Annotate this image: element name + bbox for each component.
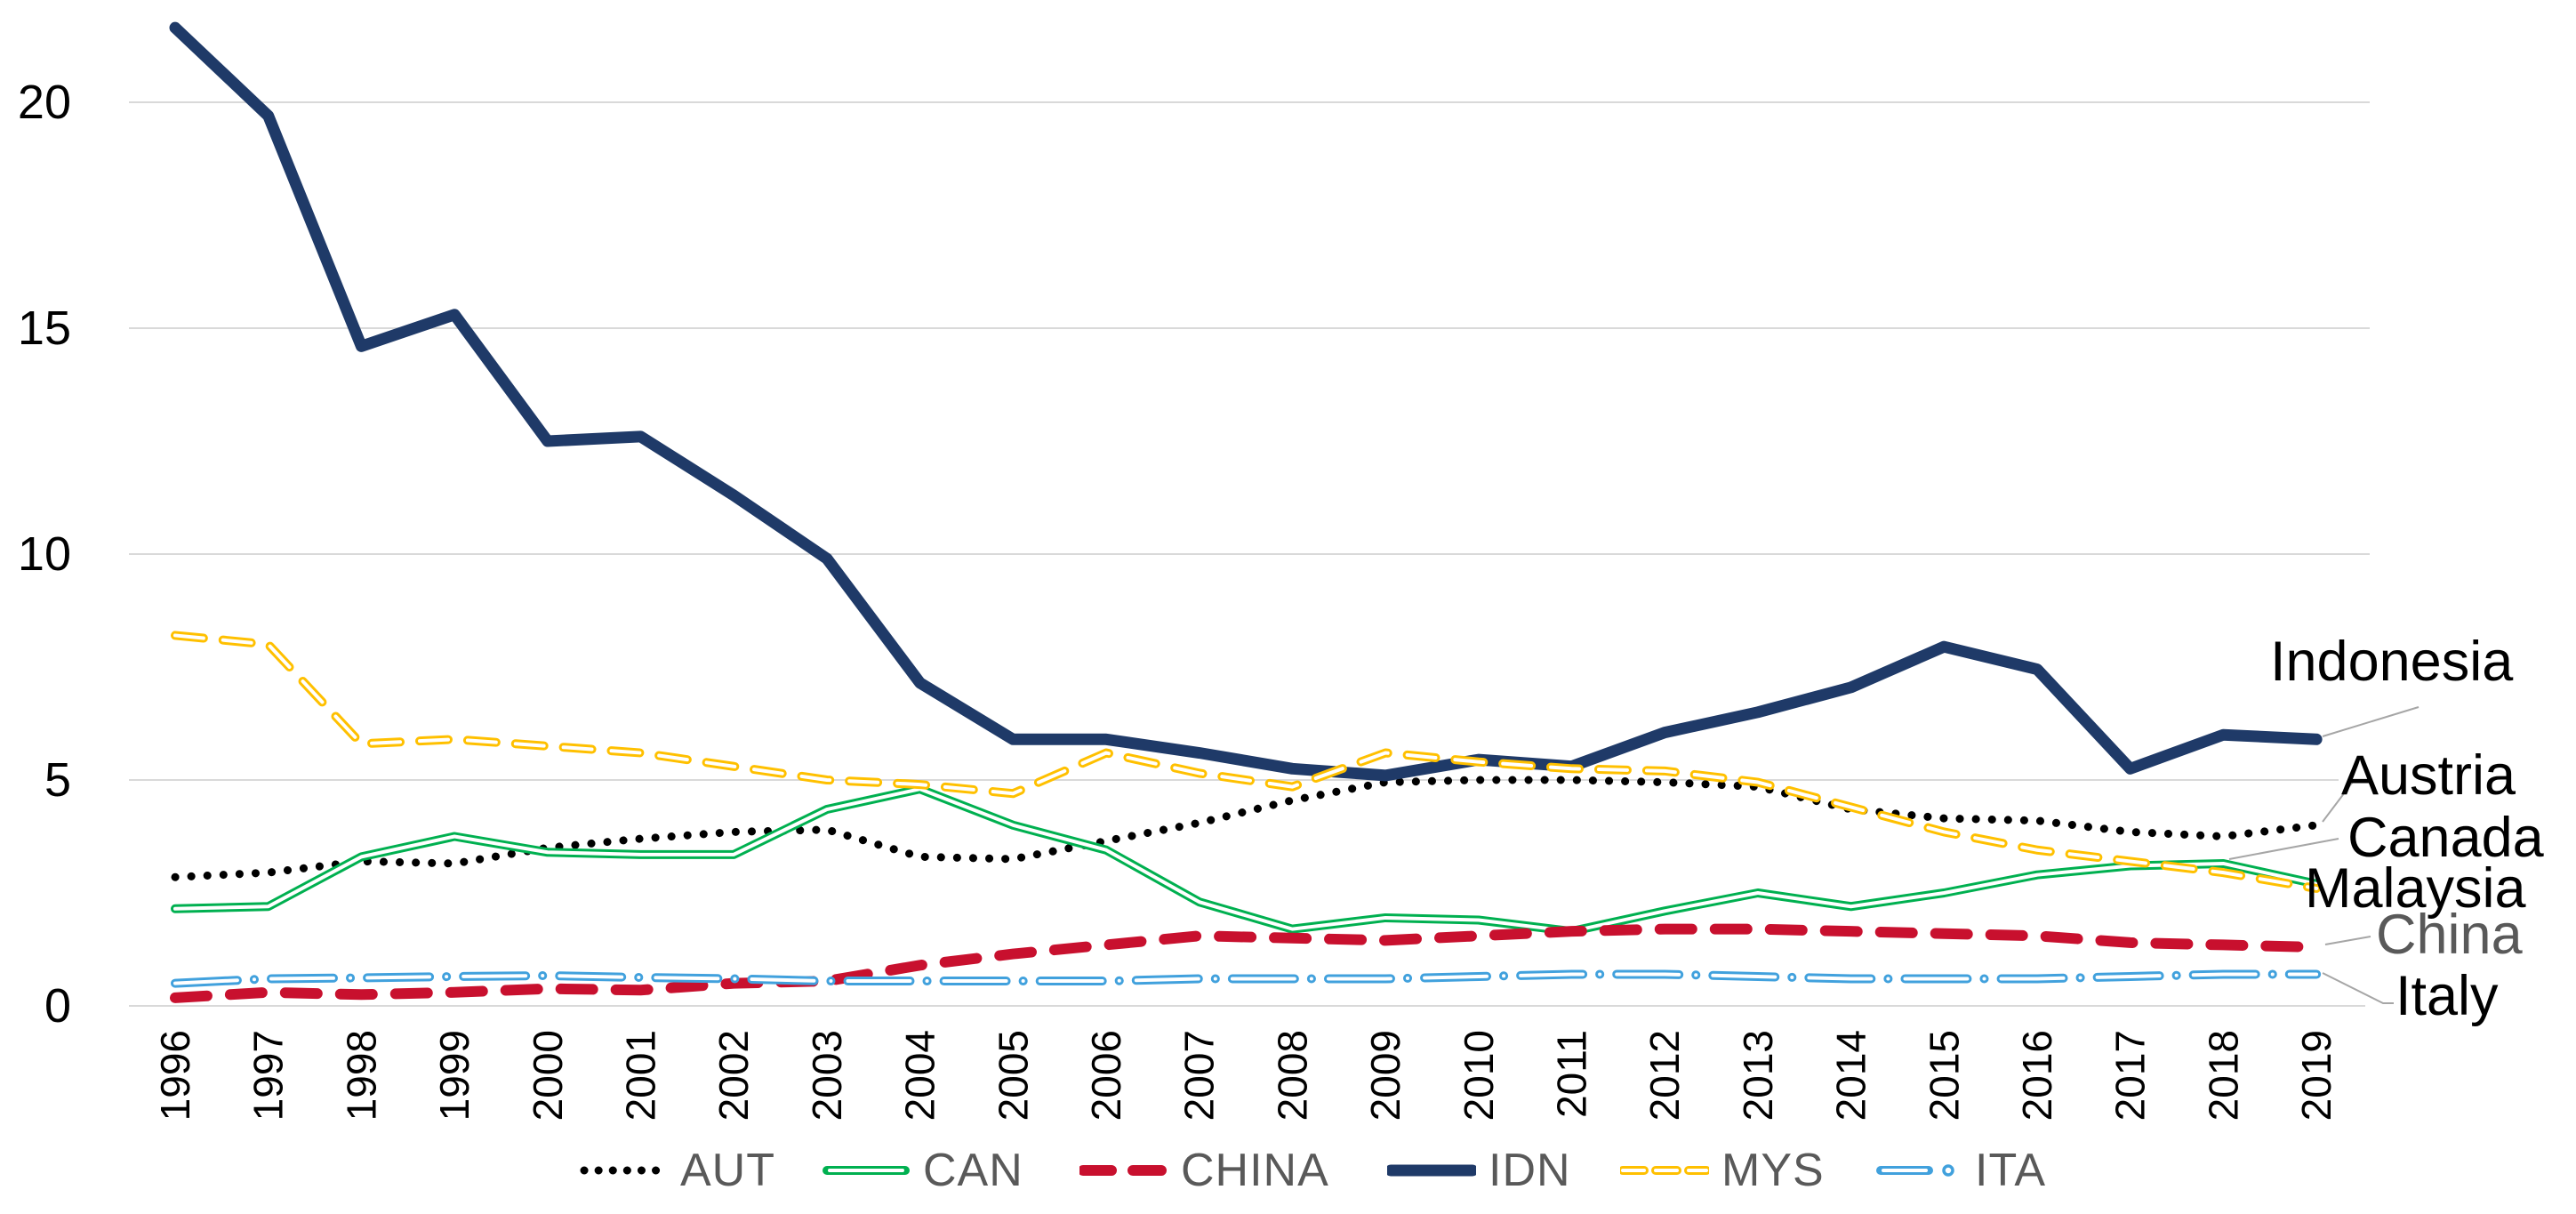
y-axis-tick-0: 0 bbox=[44, 979, 71, 1033]
y-axis-tick-10: 10 bbox=[18, 527, 71, 581]
legend-label-idn: IDN bbox=[1489, 1145, 1571, 1196]
x-axis-tick-2010: 2010 bbox=[1456, 1030, 1502, 1121]
x-axis-tick-1999: 1999 bbox=[431, 1030, 477, 1121]
legend-item-idn: IDN bbox=[1387, 1145, 1571, 1196]
legend-item-ita: ITA bbox=[1874, 1145, 2047, 1196]
legend-item-aut: AUT bbox=[579, 1145, 775, 1196]
series-line-MYS-core bbox=[173, 633, 2319, 890]
end-label-indonesia: Indonesia bbox=[2270, 631, 2514, 693]
series-line-AUT bbox=[171, 776, 2321, 881]
x-axis-tick-2003: 2003 bbox=[804, 1030, 850, 1121]
legend-label-ita: ITA bbox=[1975, 1145, 2047, 1196]
y-axis-tick-20: 20 bbox=[18, 76, 71, 129]
leader-line-ita bbox=[2322, 972, 2394, 1004]
end-label-china: China bbox=[2376, 904, 2523, 966]
x-axis-tick-2002: 2002 bbox=[710, 1030, 757, 1121]
x-axis-tick-2016: 2016 bbox=[2014, 1030, 2060, 1121]
legend-item-mys: MYS bbox=[1620, 1145, 1825, 1196]
x-axis-tick-2007: 2007 bbox=[1176, 1030, 1223, 1121]
leader-lines bbox=[2228, 706, 2420, 1004]
x-axis-tick-2014: 2014 bbox=[1828, 1030, 1874, 1121]
series-line-ITA-core bbox=[173, 972, 2319, 985]
leader-line-can bbox=[2228, 838, 2339, 860]
series-lines bbox=[169, 21, 2323, 1003]
x-axis-tick-1997: 1997 bbox=[245, 1030, 292, 1121]
legend-label-can: CAN bbox=[923, 1145, 1023, 1196]
x-axis-tick-2019: 2019 bbox=[2293, 1030, 2339, 1121]
legend-key-aut-icon bbox=[580, 1166, 667, 1175]
gridlines bbox=[129, 101, 2370, 1007]
legend-key-china-icon bbox=[1079, 1165, 1168, 1176]
legend-item-china: CHINA bbox=[1079, 1145, 1329, 1196]
x-axis-ticks: 1996 1997 1998 1999 2000 2001 2002 2003 2004 2005… bbox=[152, 1030, 2339, 1121]
x-axis-tick-2006: 2006 bbox=[1083, 1030, 1129, 1121]
series-line-CAN-core bbox=[173, 787, 2319, 934]
leader-line-aut bbox=[2322, 781, 2354, 823]
legend-key-can-icon bbox=[823, 1166, 910, 1175]
series-line-CHINA bbox=[170, 923, 2323, 1003]
legend-label-china: CHINA bbox=[1181, 1145, 1329, 1196]
x-axis-tick-2000: 2000 bbox=[525, 1030, 571, 1121]
x-axis-tick-2001: 2001 bbox=[618, 1030, 664, 1121]
x-axis-tick-2018: 2018 bbox=[2200, 1030, 2246, 1121]
y-axis-tick-15: 15 bbox=[18, 301, 71, 355]
x-axis-tick-2013: 2013 bbox=[1735, 1030, 1781, 1121]
x-axis-tick-2017: 2017 bbox=[2107, 1030, 2154, 1121]
x-axis-tick-2009: 2009 bbox=[1362, 1030, 1408, 1121]
x-axis-tick-2011: 2011 bbox=[1549, 1030, 1595, 1118]
x-axis-tick-2008: 2008 bbox=[1269, 1030, 1315, 1121]
end-label-italy: Italy bbox=[2395, 965, 2499, 1027]
series-line-IDN bbox=[169, 21, 2323, 782]
end-label-austria: Austria bbox=[2341, 744, 2516, 807]
legend-key-ita-icon bbox=[1876, 1164, 1954, 1177]
y-axis-tick-5: 5 bbox=[44, 753, 71, 807]
y-axis-ticks: 0 5 10 15 20 bbox=[18, 76, 71, 1033]
legend-label-aut: AUT bbox=[680, 1145, 775, 1196]
x-axis-tick-2012: 2012 bbox=[1641, 1030, 1688, 1121]
x-axis-tick-1996: 1996 bbox=[152, 1030, 198, 1121]
x-axis-tick-2004: 2004 bbox=[897, 1030, 943, 1121]
legend-label-mys: MYS bbox=[1721, 1145, 1825, 1196]
leader-line-china bbox=[2324, 936, 2371, 945]
legend-key-idn-icon bbox=[1387, 1164, 1476, 1177]
x-axis-tick-1998: 1998 bbox=[338, 1030, 384, 1121]
end-label-canada: Canada bbox=[2347, 807, 2544, 869]
legend-item-can: CAN bbox=[822, 1145, 1023, 1196]
x-axis-tick-2005: 2005 bbox=[990, 1030, 1036, 1121]
legend-key-mys-icon bbox=[1620, 1166, 1709, 1175]
x-axis-tick-2015: 2015 bbox=[1921, 1030, 1967, 1121]
end-label-malaysia: Malaysia bbox=[2305, 857, 2526, 920]
leader-line-idn bbox=[2322, 706, 2420, 737]
